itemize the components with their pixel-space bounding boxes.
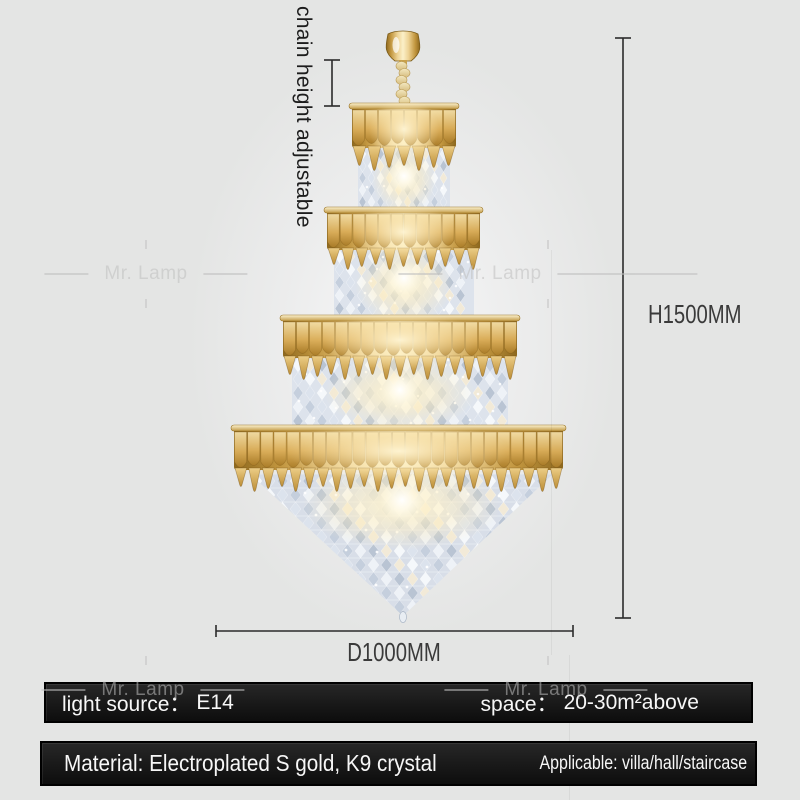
tier-1 xyxy=(348,97,460,218)
photo-seam xyxy=(551,250,552,655)
light-source-label: light source： xyxy=(62,692,191,716)
height-label: H1500MM xyxy=(648,299,742,329)
space-spec: space： 20-30m²above xyxy=(481,688,699,718)
space-value: 20-30m²above xyxy=(563,690,699,714)
spec-bar-primary: light source： E14 space： 20-30m²above xyxy=(44,682,753,723)
diameter-dimension-line xyxy=(215,625,574,637)
chain-length-indicator xyxy=(324,59,340,107)
space-label: space： xyxy=(480,692,558,716)
tier-3 xyxy=(279,310,521,436)
light-source-spec: light source： E14 xyxy=(62,688,234,718)
applicable-text: Applicable: villa/hall/staircase xyxy=(539,752,747,774)
spec-bar-secondary: Material: Electroplated S gold, K9 cryst… xyxy=(40,741,757,786)
chain-note-label: chain height adjustable xyxy=(292,6,315,228)
material-text: Material: Electroplated S gold, K9 cryst… xyxy=(64,750,437,776)
height-dimension-line xyxy=(615,37,631,619)
tier-2 xyxy=(323,202,484,328)
light-source-value: E14 xyxy=(196,690,234,714)
photo-seam xyxy=(569,655,570,800)
tier-4 xyxy=(230,419,567,492)
diameter-label: D1000MM xyxy=(347,637,441,667)
